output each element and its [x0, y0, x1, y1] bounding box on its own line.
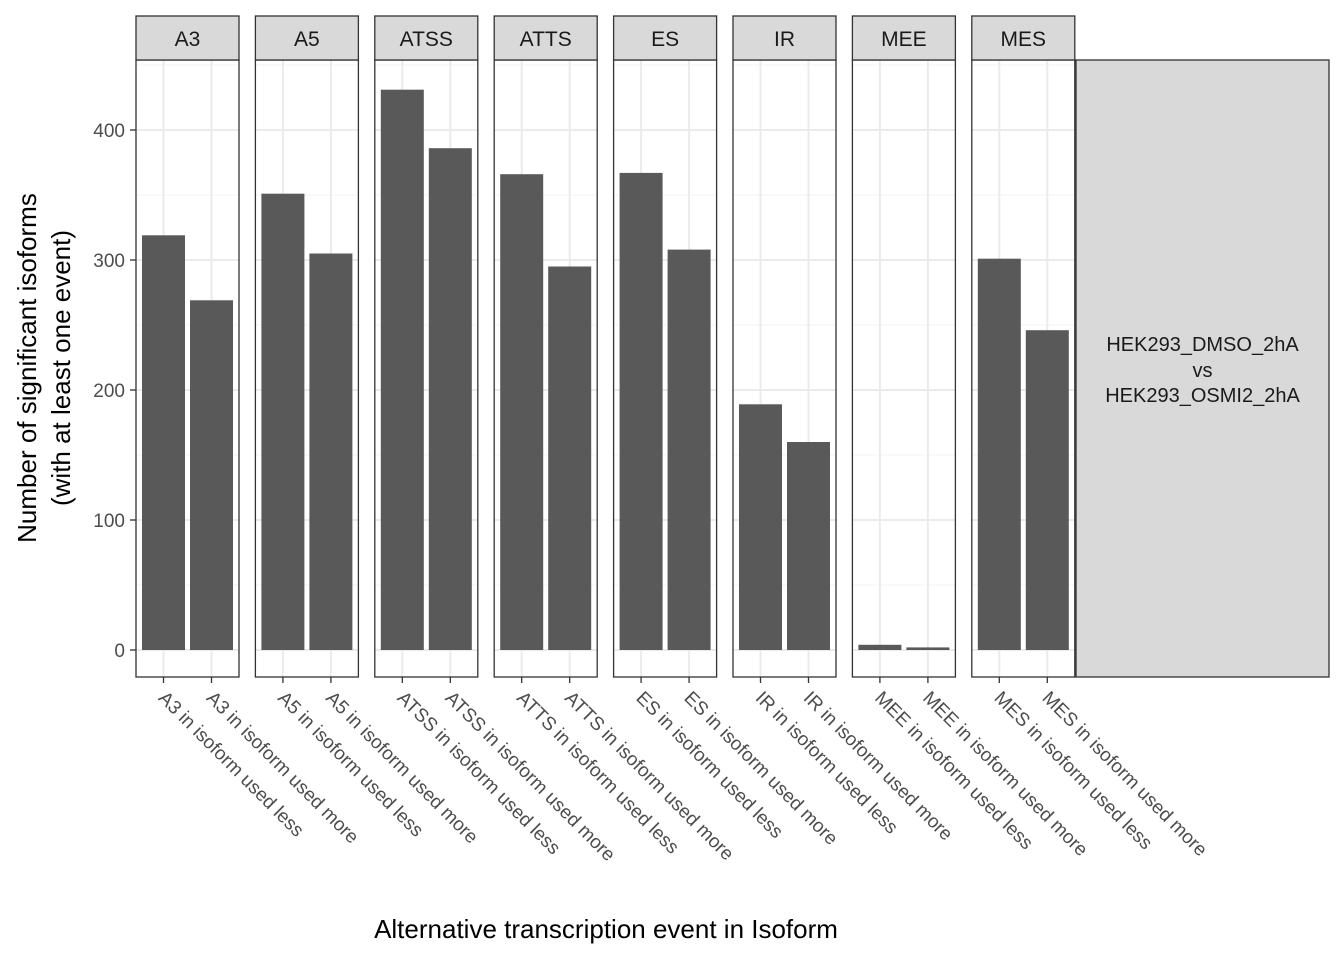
facet-strip — [374, 15, 479, 61]
bar-mes-less — [977, 258, 1021, 650]
facet-strip-label: A3 — [175, 28, 201, 51]
facet-strip-label: MEE — [881, 28, 927, 51]
facet-strip-label: IR — [774, 28, 795, 51]
facet-es: ES — [612, 15, 718, 678]
bar-ir-less — [739, 404, 782, 650]
bar-a5-less — [261, 193, 305, 650]
row-strip-label-line-1: HEK293_DMSO_2hA — [1106, 334, 1299, 356]
row-strip-label-line-2: vs — [1193, 360, 1213, 382]
y-tick-label: 100 — [93, 511, 125, 532]
facet-a5: A5 — [254, 15, 360, 678]
row-strip: HEK293_DMSO_2hA vs HEK293_OSMI2_2hA — [1075, 59, 1330, 678]
facet-a3: A3 — [135, 15, 240, 678]
bar-es-less — [619, 172, 663, 650]
bar-atts-more — [548, 266, 592, 650]
y-axis-title-line-1: Number of significant isoforms — [12, 193, 42, 543]
facet-strip — [135, 15, 240, 61]
bar-atss-less — [380, 89, 424, 650]
facet-mes: MES — [971, 15, 1076, 678]
facet-strip — [971, 15, 1076, 61]
row-strip-background — [1075, 59, 1330, 678]
y-tick-label: 0 — [114, 641, 125, 662]
y-tick-label: 400 — [93, 121, 125, 142]
y-tick-label: 200 — [93, 381, 125, 402]
facet-strip — [732, 15, 837, 61]
facet-strip-label: MES — [1001, 28, 1047, 51]
bar-ir-more — [787, 442, 830, 650]
facet-strip — [493, 15, 598, 61]
facet-strip — [612, 15, 718, 61]
facet-atss: ATSS — [374, 15, 479, 678]
bar-mee-less — [858, 644, 902, 650]
facet-strip — [851, 15, 957, 61]
row-strip-label-line-3: HEK293_OSMI2_2hA — [1105, 385, 1300, 407]
facet-strip — [254, 15, 360, 61]
facet-panels: A3 A5 ATSS ATTS ES IR MEE MES — [135, 15, 1076, 678]
facet-strip-label: ATSS — [400, 28, 453, 51]
facet-strip-label: ES — [651, 28, 679, 51]
panel-background — [852, 60, 956, 677]
bar-a3-less — [142, 235, 185, 651]
y-tick-label: 300 — [93, 251, 125, 272]
bar-mee-more — [906, 647, 950, 650]
facet-strip-label: A5 — [294, 28, 320, 51]
facet-mee: MEE — [851, 15, 957, 678]
bar-es-more — [667, 249, 711, 650]
y-axis-title-line-2: (with at least one event) — [46, 230, 76, 506]
x-axis-title: Alternative transcription event in Isofo… — [374, 914, 838, 944]
facet-ir: IR — [732, 15, 837, 678]
bar-atss-more — [428, 148, 472, 650]
bar-a5-more — [309, 253, 353, 650]
bar-mes-more — [1025, 330, 1069, 650]
bar-atts-less — [500, 174, 544, 650]
y-axis: 0 100 200 300 400 — [93, 121, 136, 662]
facet-strip-label: ATTS — [520, 28, 572, 51]
facet-atts: ATTS — [493, 15, 598, 678]
bar-a3-more — [190, 300, 233, 650]
